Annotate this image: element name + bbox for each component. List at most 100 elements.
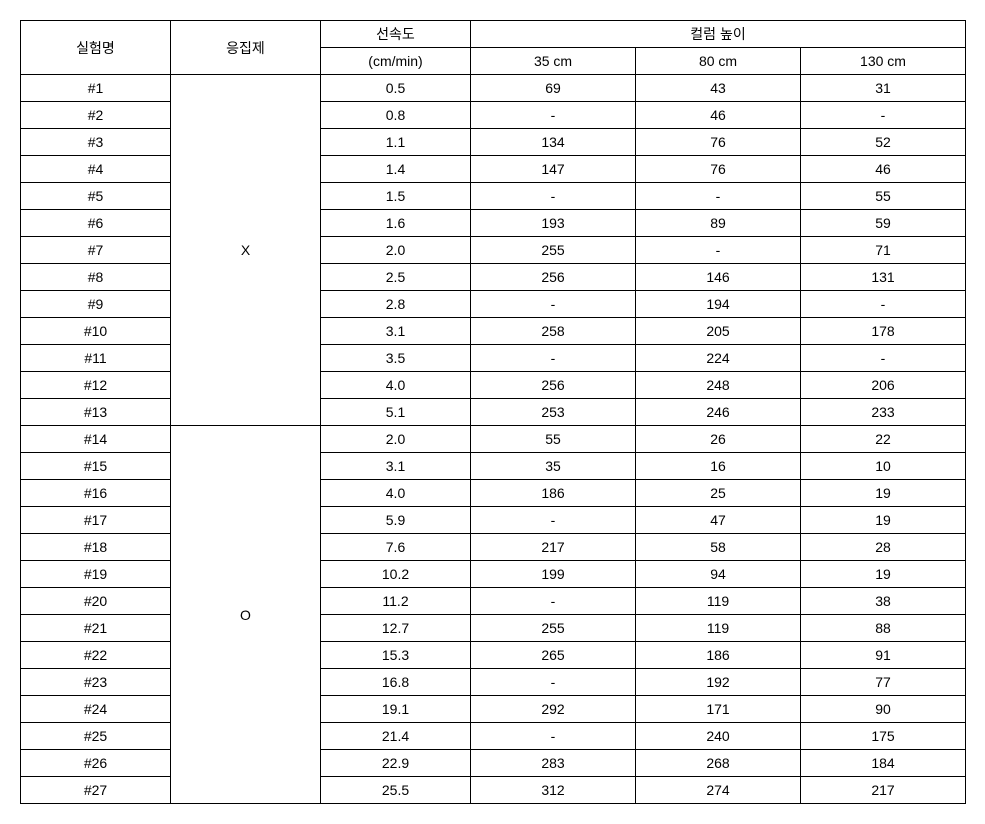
cell-velocity: 22.9 bbox=[321, 750, 471, 777]
cell-h80: 146 bbox=[636, 264, 801, 291]
cell-experiment: #7 bbox=[21, 237, 171, 264]
cell-coagulant: O bbox=[171, 426, 321, 804]
cell-experiment: #27 bbox=[21, 777, 171, 804]
cell-h80: 240 bbox=[636, 723, 801, 750]
cell-h35: 186 bbox=[471, 480, 636, 507]
cell-h130: 46 bbox=[801, 156, 966, 183]
cell-h80: 25 bbox=[636, 480, 801, 507]
cell-h130: 19 bbox=[801, 507, 966, 534]
cell-experiment: #24 bbox=[21, 696, 171, 723]
header-h35: 35 cm bbox=[471, 48, 636, 75]
cell-velocity: 3.5 bbox=[321, 345, 471, 372]
table-row: #61.61938959 bbox=[21, 210, 966, 237]
cell-h80: - bbox=[636, 237, 801, 264]
cell-velocity: 3.1 bbox=[321, 453, 471, 480]
cell-coagulant: X bbox=[171, 75, 321, 426]
cell-h35: - bbox=[471, 669, 636, 696]
table-row: #124.0256248206 bbox=[21, 372, 966, 399]
cell-h35: 217 bbox=[471, 534, 636, 561]
cell-velocity: 2.0 bbox=[321, 426, 471, 453]
cell-h130: - bbox=[801, 102, 966, 129]
cell-h130: 175 bbox=[801, 723, 966, 750]
cell-velocity: 7.6 bbox=[321, 534, 471, 561]
cell-velocity: 10.2 bbox=[321, 561, 471, 588]
table-row: #175.9-4719 bbox=[21, 507, 966, 534]
cell-velocity: 2.0 bbox=[321, 237, 471, 264]
cell-h80: 76 bbox=[636, 129, 801, 156]
cell-h35: 258 bbox=[471, 318, 636, 345]
cell-h35: - bbox=[471, 507, 636, 534]
cell-h130: 88 bbox=[801, 615, 966, 642]
cell-h130: 22 bbox=[801, 426, 966, 453]
cell-h130: - bbox=[801, 345, 966, 372]
cell-h130: 233 bbox=[801, 399, 966, 426]
table-row: #113.5-224- bbox=[21, 345, 966, 372]
table-row: #2725.5312274217 bbox=[21, 777, 966, 804]
cell-h35: 255 bbox=[471, 615, 636, 642]
cell-velocity: 1.1 bbox=[321, 129, 471, 156]
cell-velocity: 1.5 bbox=[321, 183, 471, 210]
header-column-height: 컬럼 높이 bbox=[471, 21, 966, 48]
cell-h130: 206 bbox=[801, 372, 966, 399]
cell-experiment: #23 bbox=[21, 669, 171, 696]
table-row: #187.62175828 bbox=[21, 534, 966, 561]
cell-h130: 52 bbox=[801, 129, 966, 156]
cell-velocity: 0.5 bbox=[321, 75, 471, 102]
table-row: #153.1351610 bbox=[21, 453, 966, 480]
cell-h80: - bbox=[636, 183, 801, 210]
cell-experiment: #14 bbox=[21, 426, 171, 453]
header-velocity-unit: (cm/min) bbox=[321, 48, 471, 75]
table-row: #92.8-194- bbox=[21, 291, 966, 318]
cell-h35: 69 bbox=[471, 75, 636, 102]
header-coagulant: 응집제 bbox=[171, 21, 321, 75]
cell-h80: 76 bbox=[636, 156, 801, 183]
cell-velocity: 0.8 bbox=[321, 102, 471, 129]
table-row: #2521.4-240175 bbox=[21, 723, 966, 750]
table-row: #51.5--55 bbox=[21, 183, 966, 210]
cell-h80: 248 bbox=[636, 372, 801, 399]
cell-h35: - bbox=[471, 183, 636, 210]
cell-velocity: 25.5 bbox=[321, 777, 471, 804]
cell-experiment: #3 bbox=[21, 129, 171, 156]
cell-h35: 312 bbox=[471, 777, 636, 804]
cell-h130: 91 bbox=[801, 642, 966, 669]
table-row: #2419.129217190 bbox=[21, 696, 966, 723]
table-row: #2316.8-19277 bbox=[21, 669, 966, 696]
table-row: #2622.9283268184 bbox=[21, 750, 966, 777]
cell-h80: 46 bbox=[636, 102, 801, 129]
cell-experiment: #8 bbox=[21, 264, 171, 291]
cell-h80: 119 bbox=[636, 588, 801, 615]
cell-experiment: #12 bbox=[21, 372, 171, 399]
cell-velocity: 1.6 bbox=[321, 210, 471, 237]
cell-velocity: 19.1 bbox=[321, 696, 471, 723]
cell-h80: 171 bbox=[636, 696, 801, 723]
cell-h130: 178 bbox=[801, 318, 966, 345]
cell-experiment: #10 bbox=[21, 318, 171, 345]
cell-h130: 19 bbox=[801, 561, 966, 588]
cell-experiment: #16 bbox=[21, 480, 171, 507]
table-row: #2112.725511988 bbox=[21, 615, 966, 642]
cell-h80: 186 bbox=[636, 642, 801, 669]
table-row: #31.11347652 bbox=[21, 129, 966, 156]
cell-experiment: #9 bbox=[21, 291, 171, 318]
table-row: #41.41477646 bbox=[21, 156, 966, 183]
table-row: #164.01862519 bbox=[21, 480, 966, 507]
cell-experiment: #26 bbox=[21, 750, 171, 777]
cell-h35: 256 bbox=[471, 264, 636, 291]
cell-velocity: 21.4 bbox=[321, 723, 471, 750]
cell-h35: 256 bbox=[471, 372, 636, 399]
cell-h130: 10 bbox=[801, 453, 966, 480]
cell-experiment: #21 bbox=[21, 615, 171, 642]
cell-experiment: #11 bbox=[21, 345, 171, 372]
table-row: #103.1258205178 bbox=[21, 318, 966, 345]
cell-h80: 119 bbox=[636, 615, 801, 642]
cell-h35: 265 bbox=[471, 642, 636, 669]
cell-experiment: #17 bbox=[21, 507, 171, 534]
cell-h80: 43 bbox=[636, 75, 801, 102]
cell-h35: 255 bbox=[471, 237, 636, 264]
table-row: #20.8-46- bbox=[21, 102, 966, 129]
cell-experiment: #4 bbox=[21, 156, 171, 183]
cell-h35: 35 bbox=[471, 453, 636, 480]
table-row: #2011.2-11938 bbox=[21, 588, 966, 615]
table-row: #135.1253246233 bbox=[21, 399, 966, 426]
